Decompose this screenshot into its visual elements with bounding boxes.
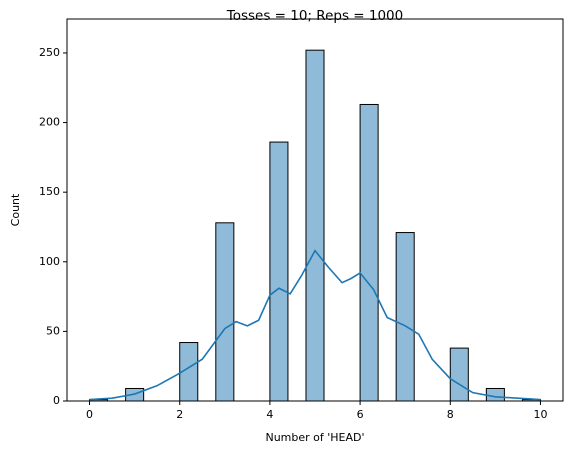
bar (269, 141, 289, 402)
x-tick-label: 10 (533, 408, 547, 421)
y-tick-label: 200 (39, 116, 60, 129)
y-tick-label: 250 (39, 46, 60, 59)
x-tick-label: 8 (447, 408, 454, 421)
plot-frame (66, 18, 564, 402)
bar (305, 49, 325, 402)
chart-title: Tosses = 10; Reps = 1000 (226, 8, 403, 24)
bar (485, 387, 505, 402)
x-tick-label: 4 (266, 408, 273, 421)
y-axis-label: Count (9, 193, 22, 226)
y-tick-label: 100 (39, 255, 60, 268)
y-tick-label: 0 (53, 394, 60, 407)
x-axis-label: Number of 'HEAD' (265, 431, 364, 444)
x-tick-label: 2 (176, 408, 183, 421)
x-tick-label: 0 (86, 408, 93, 421)
bar (449, 347, 469, 402)
x-tick-label: 6 (357, 408, 364, 421)
bar (395, 232, 415, 402)
y-tick-label: 50 (46, 324, 60, 337)
bar (359, 103, 379, 402)
kde-line (89, 249, 541, 401)
y-tick-label: 150 (39, 185, 60, 198)
bar (215, 222, 235, 402)
